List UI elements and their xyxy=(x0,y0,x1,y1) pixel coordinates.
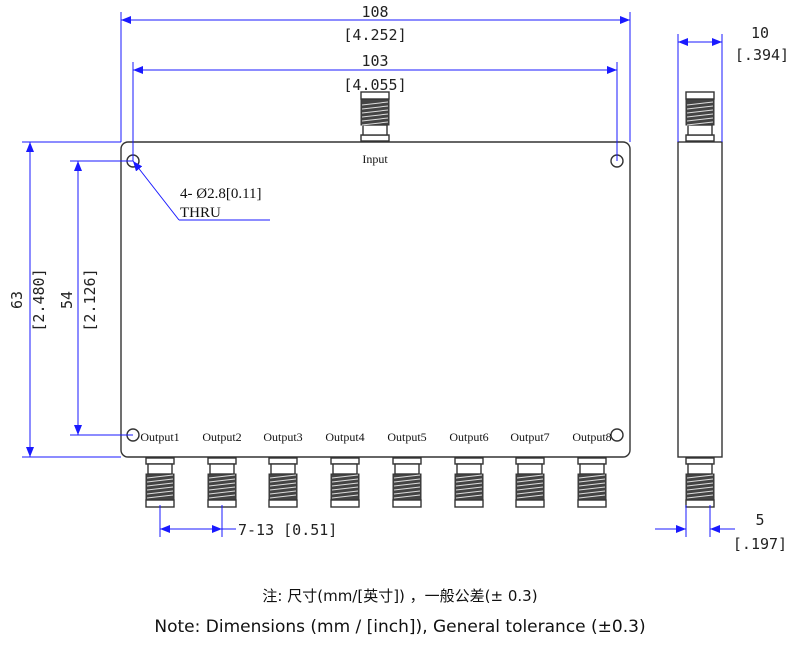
output-connector xyxy=(268,457,298,508)
output-label: Output2 xyxy=(202,430,241,444)
output-label: Output8 xyxy=(572,430,611,444)
svg-text:THRU: THRU xyxy=(180,205,221,221)
output-labels: Output1 Output2 Output3 Output4 Output5 Outpu… xyxy=(140,430,611,444)
hole-callout: 4- Ø2.8[0.11] THRU xyxy=(132,160,270,221)
output-label: Output4 xyxy=(325,430,364,444)
note-chinese: 注: 尺寸(mm/[英寸]) ，一般公差(± 0.3) xyxy=(262,587,538,605)
svg-text:63: 63 xyxy=(8,291,26,309)
output-connector xyxy=(577,457,607,508)
svg-text:7-13 [0.51]: 7-13 [0.51] xyxy=(238,521,337,539)
output-connector xyxy=(145,457,175,508)
output-connector xyxy=(454,457,484,508)
svg-text:[2.126]: [2.126] xyxy=(81,268,99,331)
svg-text:103: 103 xyxy=(361,52,388,70)
dim-thickness: 10 [.394] xyxy=(677,24,789,142)
connectors xyxy=(145,91,715,508)
svg-text:[2.480]: [2.480] xyxy=(30,268,48,331)
svg-text:[4.055]: [4.055] xyxy=(343,76,406,94)
mount-hole xyxy=(610,428,624,442)
output-connector xyxy=(515,457,545,508)
side-output-connector xyxy=(685,457,715,508)
output-connector xyxy=(330,457,360,508)
input-label: Input xyxy=(362,152,388,166)
output-label: Output7 xyxy=(510,430,549,444)
dim-overall-width: 108 [4.252] xyxy=(120,3,631,142)
dim-hole-spacing-height: 54 [2.126] xyxy=(58,160,133,436)
svg-text:[.394]: [.394] xyxy=(735,46,789,64)
dim-connector-pitch: 7-13 [0.51] xyxy=(159,505,337,539)
output-connector xyxy=(207,457,237,508)
output-label: Output3 xyxy=(263,430,302,444)
svg-text:[4.252]: [4.252] xyxy=(343,26,406,44)
svg-text:4- Ø2.8[0.11]: 4- Ø2.8[0.11] xyxy=(180,186,262,202)
svg-text:[.197]: [.197] xyxy=(733,535,787,553)
svg-text:10: 10 xyxy=(751,24,769,42)
side-input-connector xyxy=(685,91,715,142)
dim-connector-offset: 5 [.197] xyxy=(655,505,787,553)
svg-text:108: 108 xyxy=(361,3,388,21)
svg-text:5: 5 xyxy=(755,511,764,529)
output-label: Output1 xyxy=(140,430,179,444)
output-label: Output5 xyxy=(387,430,426,444)
note-english: Note: Dimensions (mm / [inch]), General … xyxy=(154,617,646,637)
dim-hole-spacing-width: 103 [4.055] xyxy=(132,52,618,161)
output-label: Output6 xyxy=(449,430,488,444)
dim-overall-height: 63 [2.480] xyxy=(8,141,121,458)
splitter-body-front xyxy=(120,141,631,458)
splitter-body-side xyxy=(677,141,723,458)
input-connector xyxy=(360,91,390,142)
output-connector xyxy=(392,457,422,508)
svg-text:54: 54 xyxy=(58,291,76,309)
